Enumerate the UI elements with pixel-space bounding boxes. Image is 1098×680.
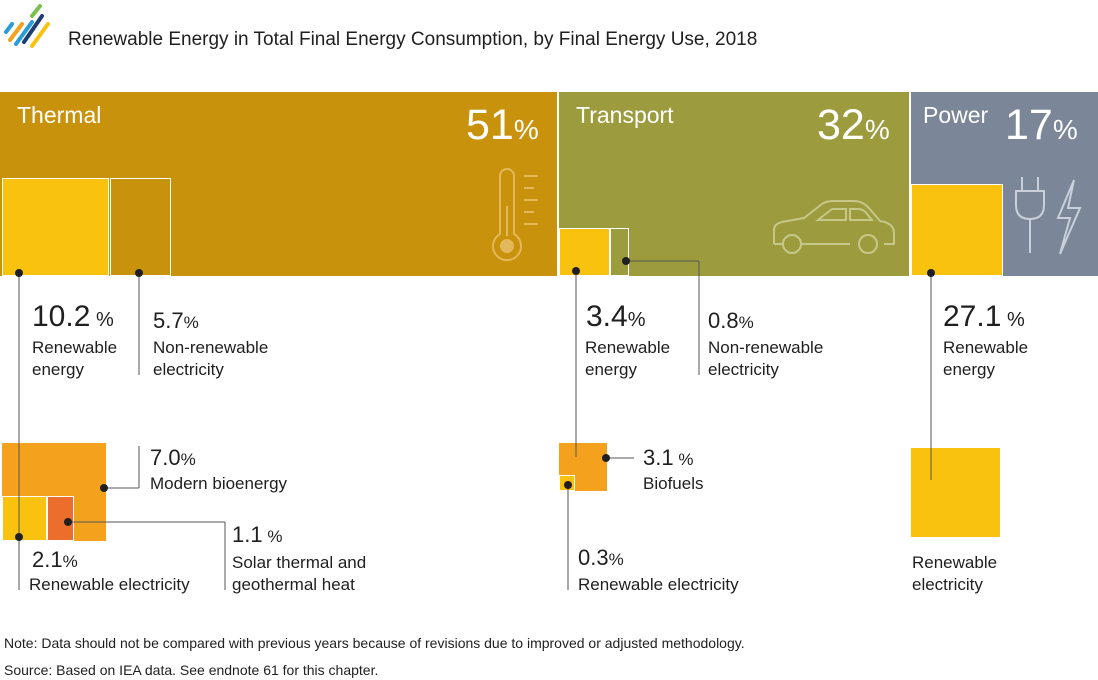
thermal-renewable-electricity-square bbox=[2, 496, 47, 541]
power-renewable-square bbox=[911, 184, 1003, 276]
thermal-renewable-square bbox=[2, 178, 109, 276]
thermal-renewable-value: 10.2 % bbox=[32, 300, 114, 333]
power-renewable-value: 27.1 % bbox=[943, 300, 1025, 333]
thermal-renewable-electricity-label: Renewable electricity bbox=[29, 575, 190, 594]
thermal-solar-value: 1.1 % bbox=[232, 522, 283, 547]
thermal-solar-label: Solar thermal and geothermal heat bbox=[232, 553, 367, 594]
transport-renewable-value: 3.4% bbox=[586, 300, 646, 333]
chart-source: Source: Based on IEA data. See endnote 6… bbox=[4, 662, 379, 678]
logo-icon bbox=[4, 4, 50, 48]
transport-renewable-electricity-square bbox=[559, 475, 575, 491]
transport-renewable-square bbox=[559, 228, 610, 276]
lightning-icon bbox=[1056, 179, 1082, 255]
power-renewable-label: Renewable energy bbox=[943, 338, 1029, 379]
transport-biofuels-label: Biofuels bbox=[643, 474, 704, 493]
thermal-renewable-label: Renewable energy bbox=[32, 338, 118, 379]
transport-renewable-electricity-value: 0.3% bbox=[578, 545, 624, 570]
thermal-solar-thermal-square bbox=[47, 496, 74, 541]
power-renewable-electricity-square bbox=[911, 448, 1000, 537]
thermal-bioenergy-label: Modern bioenergy bbox=[150, 474, 288, 493]
chart-title: Renewable Energy in Total Final Energy C… bbox=[68, 29, 758, 50]
transport-biofuels-value: 3.1 % bbox=[643, 445, 694, 470]
thermal-nonrenewable-value: 5.7% bbox=[153, 308, 199, 333]
transport-share: 32% bbox=[817, 101, 890, 149]
power-share: 17% bbox=[1005, 101, 1078, 149]
power-renewable-electricity-label: Renewable electricity bbox=[912, 553, 998, 594]
transport-nonrenewable-label: Non-renewable electricity bbox=[708, 338, 824, 379]
thermal-nonrenewable-square bbox=[110, 178, 171, 276]
transport-label: Transport bbox=[576, 102, 674, 128]
transport-renewable-label: Renewable energy bbox=[585, 338, 671, 379]
thermometer-icon bbox=[492, 168, 538, 262]
transport-nonrenewable-square bbox=[610, 228, 629, 276]
plug-icon bbox=[1015, 177, 1045, 253]
thermal-share: 51% bbox=[466, 101, 539, 149]
power-label: Power bbox=[923, 102, 989, 128]
thermal-renewable-electricity-value: 2.1% bbox=[32, 547, 78, 572]
transport-renewable-electricity-label: Renewable electricity bbox=[578, 575, 739, 594]
thermal-bioenergy-value: 7.0% bbox=[150, 445, 196, 470]
thermal-nonrenewable-label: Non-renewable electricity bbox=[153, 338, 269, 379]
car-icon bbox=[773, 200, 895, 254]
transport-nonrenewable-value: 0.8% bbox=[708, 308, 754, 333]
chart-note: Note: Data should not be compared with p… bbox=[4, 635, 745, 651]
thermal-label: Thermal bbox=[17, 102, 102, 128]
